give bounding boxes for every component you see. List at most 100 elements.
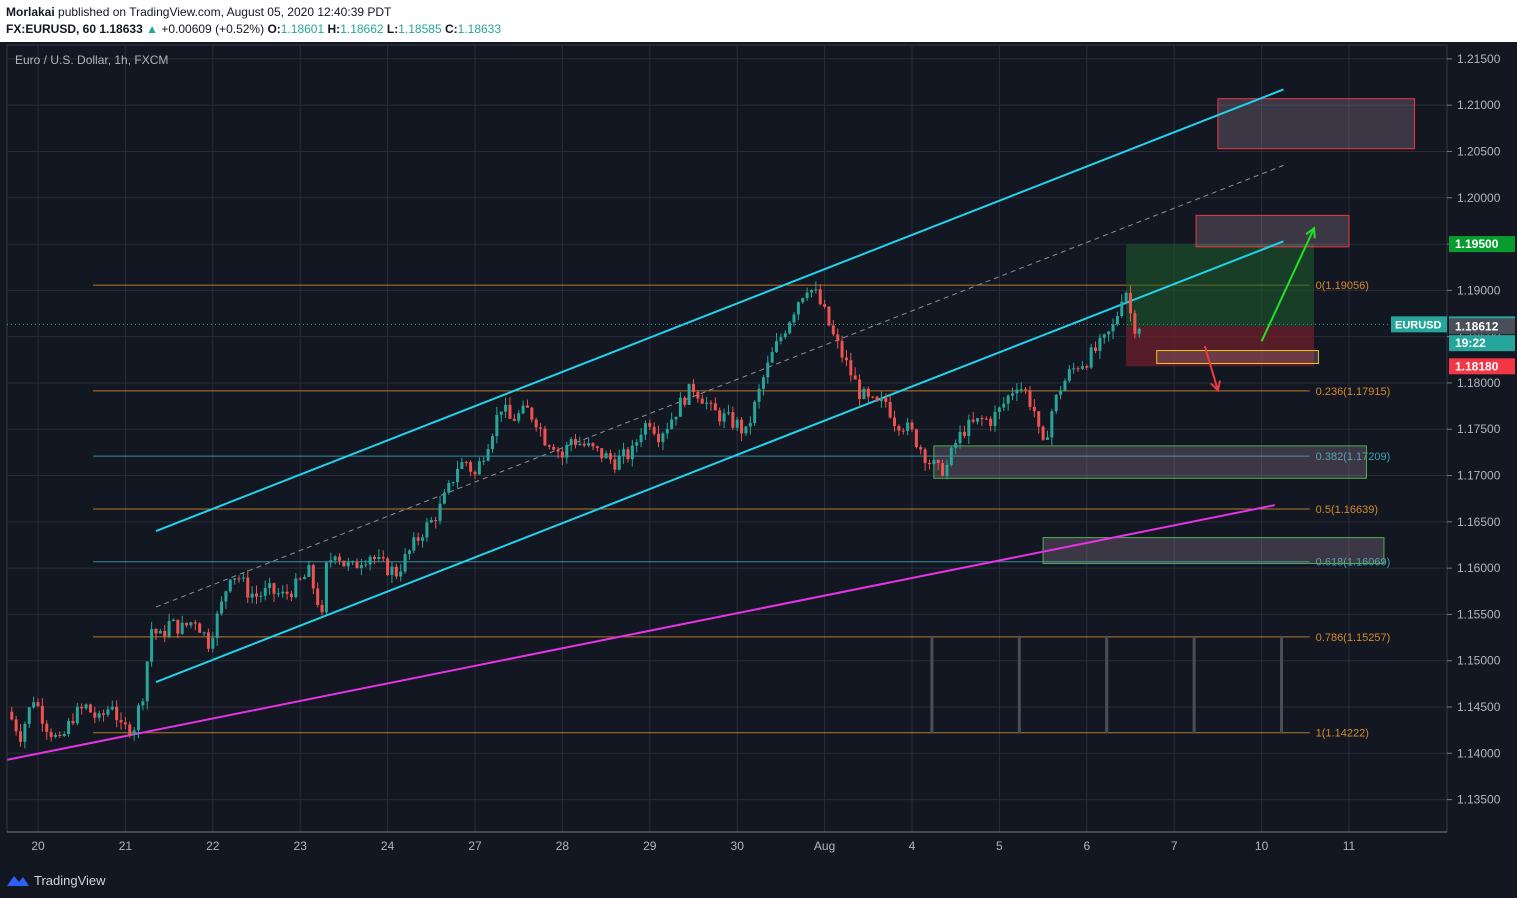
candle-body [897, 426, 901, 431]
candle-body [989, 418, 993, 426]
candle-body [71, 720, 75, 724]
candle-body [587, 443, 591, 446]
candle-body [220, 601, 224, 614]
candle-body [709, 402, 713, 404]
open-value: 1.18601 [280, 22, 325, 36]
candle-body [722, 413, 726, 422]
candle-body [464, 462, 468, 464]
target-price-label: 1.19500 [1455, 237, 1499, 251]
x-tick-label: 4 [909, 839, 916, 853]
candle-body [237, 578, 241, 580]
candle-body [390, 566, 394, 576]
candle-body [775, 341, 779, 353]
candle-body [831, 325, 835, 335]
y-tick-label: 1.16000 [1457, 561, 1501, 575]
candle-body [731, 412, 735, 428]
candle-body [1059, 391, 1063, 395]
fib-level-label: 0.618(1.16069) [1316, 557, 1391, 569]
candle-body [744, 426, 748, 434]
candle-body [875, 396, 879, 402]
candle-body [560, 451, 564, 458]
red-zone-top [1217, 98, 1416, 150]
candle-body [552, 446, 556, 450]
candle-body [753, 401, 757, 424]
fib-level-label: 0.382(1.17209) [1316, 451, 1391, 463]
candle-body [1129, 292, 1132, 314]
candle-body [840, 341, 844, 358]
candle-body [32, 702, 36, 708]
candle-body [451, 482, 455, 484]
fib-level-label: 0(1.19056) [1316, 280, 1369, 292]
candle-body [75, 706, 79, 724]
candle-body [141, 701, 145, 706]
author-name[interactable]: Morlakai [6, 5, 55, 19]
candle-body [543, 428, 547, 446]
candle-body [224, 591, 228, 602]
tradingview-brand[interactable]: TradingView [34, 873, 106, 888]
candle-body [1011, 393, 1015, 396]
candle-body [394, 566, 398, 577]
y-tick-label: 1.19000 [1457, 283, 1501, 297]
candle-body [154, 629, 158, 634]
candle-body [167, 621, 171, 637]
x-tick-label: 20 [31, 839, 45, 853]
candle-body [276, 593, 280, 595]
candle-body [495, 414, 499, 437]
candle-body [412, 537, 416, 551]
candle-body [517, 413, 521, 421]
candle-body [521, 405, 525, 414]
candle-body [27, 707, 31, 724]
publish-line: Morlakai published on TradingView.com, A… [6, 5, 391, 19]
candle-body [477, 461, 481, 475]
candle-body [211, 638, 215, 649]
candle-body [202, 632, 206, 634]
candle-body [110, 706, 114, 710]
candle-body [346, 561, 350, 567]
close-value: 1.18633 [457, 22, 502, 36]
x-tick-label: 24 [381, 839, 395, 853]
candle-body [748, 423, 752, 427]
candle-body [1120, 301, 1124, 317]
candle-body [740, 419, 744, 434]
candle-body [674, 416, 678, 420]
candle-body [215, 613, 219, 639]
channel-lower-line [155, 240, 1284, 683]
candle-body [1067, 369, 1071, 381]
candle-body [36, 702, 40, 706]
candle-body [696, 392, 700, 399]
candle-body [574, 439, 578, 445]
candle-body [115, 706, 119, 721]
candle-body [827, 306, 831, 326]
candle-body [613, 459, 617, 470]
candle-body [954, 442, 958, 448]
candle-body [499, 411, 503, 415]
candle-body [316, 588, 320, 605]
candle-body [206, 632, 210, 649]
fib-level-label: 1(1.14222) [1316, 728, 1369, 740]
candle-body [914, 429, 918, 448]
target-price-label-bg [1449, 236, 1515, 253]
candle-body [683, 397, 687, 405]
candle-body [53, 735, 57, 737]
last-price: 1.18633 [99, 22, 143, 36]
price-chart[interactable]: 1.21500 1.21000 1.20500 1.20000 1.19500 1.190… [0, 42, 1517, 864]
green-zone-lower [1042, 537, 1385, 564]
low-label: L: [386, 22, 399, 36]
candle-body [713, 403, 717, 411]
candle-body [1041, 426, 1045, 440]
candle-body [241, 577, 245, 579]
candle-body [23, 723, 27, 742]
candle-body [88, 704, 92, 713]
candle-body [512, 418, 516, 421]
ohlc-line: FX:EURUSD, 60 1.18633 ▲ +0.00609 (+0.52%… [6, 22, 501, 36]
up-arrow-head [1305, 226, 1316, 239]
published-text: published on TradingView.com, August 05,… [58, 5, 392, 19]
candle-body [770, 352, 774, 363]
candle-body [49, 731, 53, 737]
price-change: +0.00609 (+0.52%) [161, 22, 265, 36]
candle-body [1037, 411, 1041, 427]
x-tick-label: 6 [1083, 839, 1090, 853]
y-tick-label: 1.13500 [1457, 793, 1501, 807]
tradingview-logo-icon [7, 876, 29, 886]
candle-body [355, 561, 359, 569]
